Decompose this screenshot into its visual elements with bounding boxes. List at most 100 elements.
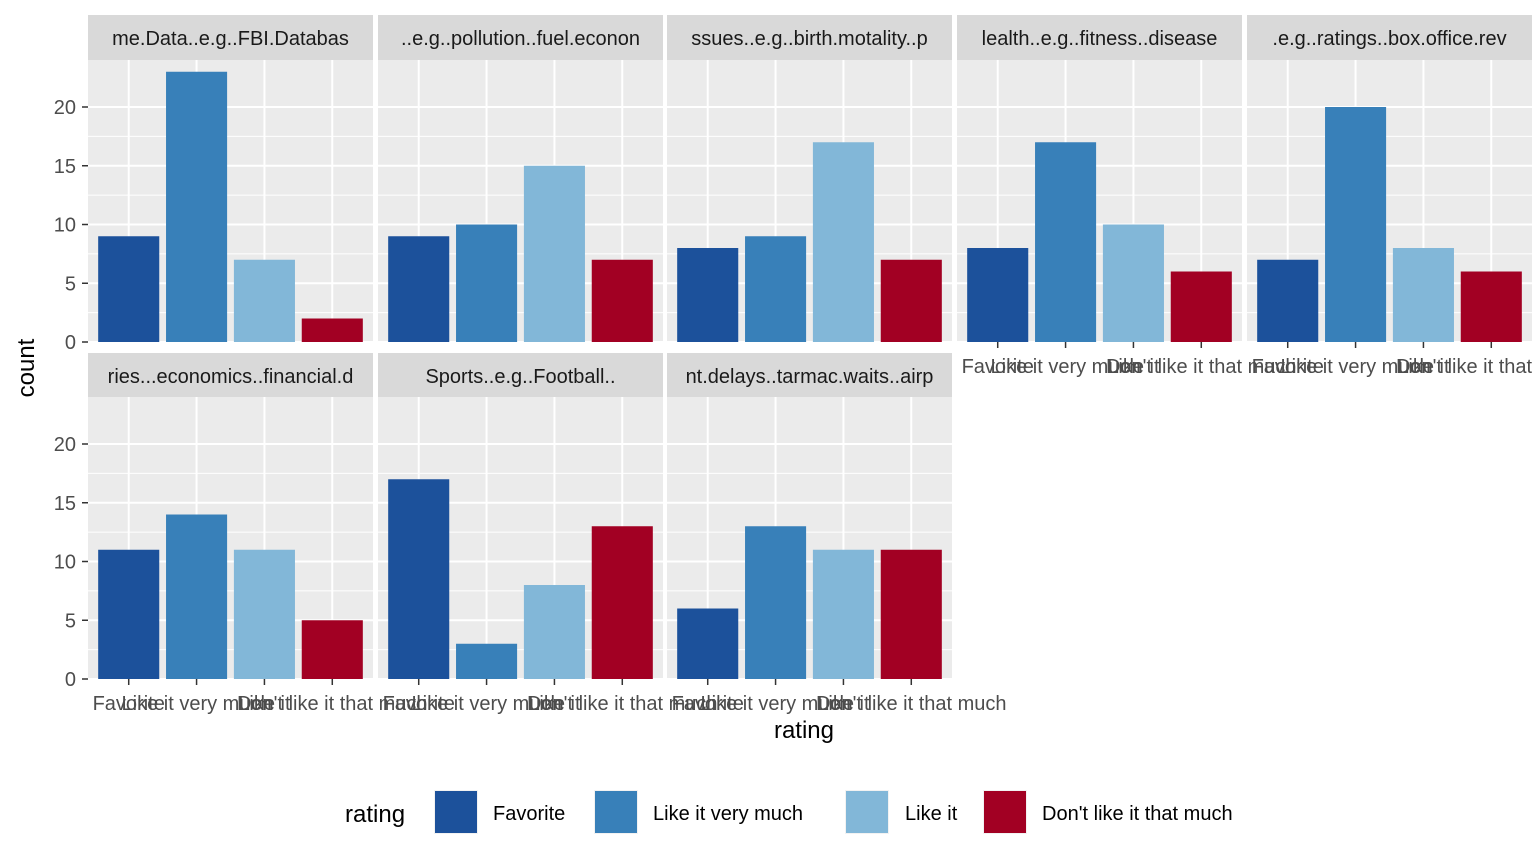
- y-tick-label: 15: [54, 493, 76, 515]
- legend-items: Favorite Like it very much Like it Don't li…: [434, 790, 1233, 834]
- legend-title: rating: [345, 801, 405, 828]
- x-tick-label: Don't like it that much: [816, 693, 1007, 715]
- legend-item: Like it: [845, 790, 958, 834]
- bar-don-t-like-it-that-much: [591, 526, 653, 679]
- x-tick-label: Don't like it that much: [1106, 356, 1297, 378]
- bar-like-it-very-much: [745, 236, 807, 342]
- legend-key: [984, 791, 1026, 833]
- bar-favorite: [1257, 259, 1319, 342]
- facet-strip-label: ries...economics..financial.d: [108, 366, 354, 388]
- bar-favorite: [967, 248, 1029, 342]
- x-tick-label: Like it: [238, 693, 291, 715]
- bar-like-it-very-much: [1325, 107, 1387, 342]
- facet-panel: lealth..e.g..fitness..diseaseFavoriteLik…: [957, 15, 1297, 378]
- facet-panel: ..e.g..pollution..fuel.econon: [378, 15, 663, 343]
- facet-strip: [1247, 15, 1532, 60]
- bar-like-it: [523, 165, 585, 342]
- bar-favorite: [677, 248, 739, 342]
- bar-favorite: [388, 479, 450, 679]
- y-tick-label: 20: [54, 434, 76, 456]
- x-tick-label: Like it: [528, 693, 581, 715]
- legend-key: [435, 791, 477, 833]
- bar-like-it: [523, 585, 585, 679]
- facet-panel: ssues..e.g..birth.motality..p: [667, 15, 952, 343]
- bar-don-t-like-it-that-much: [301, 620, 363, 679]
- bar-don-t-like-it-that-much: [1460, 271, 1522, 342]
- legend-item: Favorite: [434, 790, 565, 834]
- bar-favorite: [388, 236, 450, 342]
- bar-favorite: [677, 608, 739, 679]
- bar-don-t-like-it-that-much: [1170, 271, 1232, 342]
- x-tick-label: Like it very much: [701, 693, 851, 715]
- facet-strip: [378, 353, 663, 398]
- x-tick-label: Like it very much: [122, 693, 272, 715]
- legend-label: Like it: [905, 803, 958, 825]
- bar-like-it: [1102, 224, 1164, 342]
- facet-strip: [667, 353, 952, 398]
- x-tick-label: Like it very much: [412, 693, 562, 715]
- x-tick-label: Favorite: [962, 356, 1034, 378]
- legend: rating Favorite Like it very much Like it D…: [345, 790, 1233, 834]
- y-tick-label: 20: [54, 97, 76, 119]
- legend-item: Like it very much: [594, 790, 803, 834]
- y-tick-label: 5: [65, 610, 76, 632]
- bar-like-it: [812, 549, 874, 679]
- bar-favorite: [98, 549, 160, 679]
- x-tick-label: Like it very much: [991, 356, 1141, 378]
- facet-panel: me.Data..e.g..FBI.Databas 0 5 10 15 20: [54, 15, 373, 354]
- bar-like-it-very-much: [166, 71, 228, 342]
- y-tick-label: 10: [54, 552, 76, 574]
- facet-strip: [88, 353, 373, 398]
- facet-strip-label: nt.delays..tarmac.waits..airp: [686, 366, 934, 388]
- x-tick-label: Like it: [817, 693, 870, 715]
- x-tick-label: Like it: [1397, 356, 1450, 378]
- facet-panel: .e.g..ratings..box.office.rev Favorite Lik…: [1247, 15, 1536, 378]
- y-tick-label: 15: [54, 156, 76, 178]
- bar-like-it: [233, 259, 295, 342]
- facet-strip-label: lealth..e.g..fitness..disease: [982, 28, 1218, 50]
- bar-like-it-very-much: [456, 643, 518, 679]
- bar-don-t-like-it-that-much: [301, 318, 363, 342]
- bar-like-it-very-much: [456, 224, 518, 342]
- facet-strip-label: ssues..e.g..birth.motality..p: [691, 28, 927, 50]
- legend-label: Don't like it that much: [1042, 803, 1233, 825]
- x-tick-label: Favorite: [93, 693, 165, 715]
- legend-key: [595, 791, 637, 833]
- bar-don-t-like-it-that-much: [880, 549, 942, 679]
- y-tick-label: 10: [54, 215, 76, 237]
- facet-strip-label: me.Data..e.g..FBI.Databas: [112, 28, 349, 50]
- x-tick-label: Favorite: [1252, 356, 1324, 378]
- x-tick-label: Don't like it that much: [237, 693, 428, 715]
- bar-favorite: [98, 236, 160, 342]
- facet-strip: [957, 15, 1242, 60]
- facet-strip: [88, 15, 373, 60]
- bar-like-it-very-much: [745, 526, 807, 679]
- legend-key: [846, 791, 888, 833]
- bar-like-it: [812, 142, 874, 342]
- facet-strip-label: ..e.g..pollution..fuel.econon: [401, 28, 640, 50]
- x-tick-label: Don't like it that much: [527, 693, 718, 715]
- legend-item: Don't like it that much: [983, 790, 1233, 834]
- y-axis-title: count: [13, 338, 40, 397]
- x-tick-label: Don't like it that much: [1396, 356, 1536, 378]
- facet-strip: [667, 15, 952, 60]
- facet-panel: ries...economics..financial.d 0 5 10 15 20 Fav…: [54, 353, 428, 715]
- bar-like-it: [1392, 248, 1454, 342]
- x-axis-title: rating: [774, 717, 834, 744]
- x-tick-label: Favorite: [672, 693, 744, 715]
- y-tick-label: 5: [65, 273, 76, 295]
- x-tick-label: Like it: [1107, 356, 1160, 378]
- x-tick-label: Favorite: [383, 693, 455, 715]
- bar-like-it: [233, 549, 295, 679]
- y-tick-label: 0: [65, 669, 76, 691]
- bar-like-it-very-much: [1035, 142, 1097, 342]
- legend-label: Like it very much: [653, 803, 803, 825]
- y-tick-label: 0: [65, 332, 76, 354]
- facet-strip: [378, 15, 663, 60]
- facet-panel: nt.delays..tarmac.waits..airpFavoriteLik…: [667, 353, 1007, 715]
- facet-strip-label: .e.g..ratings..box.office.rev: [1272, 28, 1506, 50]
- bar-like-it-very-much: [166, 514, 228, 679]
- facet-strip-label: Sports..e.g..Football..: [425, 366, 615, 388]
